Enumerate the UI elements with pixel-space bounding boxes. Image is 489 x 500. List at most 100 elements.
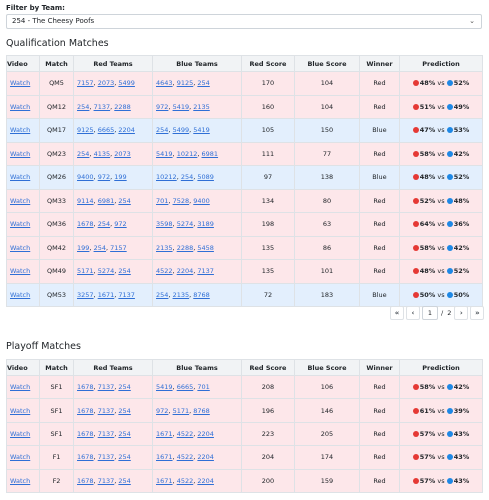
watch-link[interactable]: Watch (10, 476, 31, 485)
team-link[interactable]: 7137 (97, 453, 115, 462)
team-link[interactable]: 6665 (176, 383, 194, 392)
next-page-button[interactable]: › (454, 306, 469, 320)
team-link[interactable]: 7157 (77, 79, 94, 88)
team-link[interactable]: 254 (156, 290, 169, 299)
watch-link[interactable]: Watch (10, 173, 31, 182)
watch-link[interactable]: Watch (10, 243, 31, 252)
team-link[interactable]: 9400 (193, 196, 210, 205)
team-link[interactable]: 1678 (77, 453, 94, 462)
team-link[interactable]: 4522 (176, 453, 194, 462)
team-link[interactable]: 2073 (114, 149, 131, 158)
team-link[interactable]: 1678 (77, 220, 94, 229)
team-link[interactable]: 5419 (193, 126, 210, 135)
team-link[interactable]: 1671 (156, 429, 173, 438)
watch-link[interactable]: Watch (10, 196, 31, 205)
team-link[interactable]: 6981 (201, 149, 219, 158)
team-link[interactable]: 5458 (197, 243, 214, 252)
team-link[interactable]: 9114 (77, 196, 94, 205)
prev-page-button[interactable]: ‹ (406, 306, 420, 320)
team-link[interactable]: 254 (180, 173, 194, 182)
team-link[interactable]: 2288 (114, 102, 131, 111)
watch-link[interactable]: Watch (10, 102, 31, 111)
team-link[interactable]: 254 (77, 149, 90, 158)
team-link[interactable]: 5274 (176, 220, 194, 229)
team-link[interactable]: 4522 (176, 429, 194, 438)
team-link[interactable]: 5274 (97, 267, 115, 276)
team-link[interactable]: 254 (118, 429, 131, 438)
team-link[interactable]: 2204 (197, 453, 214, 462)
team-link[interactable]: 6981 (97, 196, 115, 205)
team-link[interactable]: 701 (197, 383, 210, 392)
team-link[interactable]: 7137 (97, 429, 115, 438)
team-link[interactable]: 5499 (172, 126, 190, 135)
team-link[interactable]: 1678 (77, 429, 94, 438)
team-link[interactable]: 254 (118, 453, 131, 462)
team-link[interactable]: 5171 (77, 267, 94, 276)
team-link[interactable]: 2204 (176, 267, 194, 276)
team-link[interactable]: 7137 (97, 383, 115, 392)
team-link[interactable]: 972 (97, 173, 111, 182)
team-link[interactable]: 254 (118, 383, 131, 392)
watch-link[interactable]: Watch (10, 220, 31, 229)
watch-link[interactable]: Watch (10, 126, 31, 135)
team-link[interactable]: 254 (118, 476, 131, 485)
team-link[interactable]: 7137 (118, 290, 135, 299)
watch-link[interactable]: Watch (10, 290, 31, 299)
team-link[interactable]: 7137 (93, 102, 111, 111)
team-link[interactable]: 7157 (110, 243, 127, 252)
team-link[interactable]: 1671 (156, 476, 173, 485)
team-link[interactable]: 5419 (172, 102, 190, 111)
team-link[interactable]: 1678 (77, 476, 94, 485)
team-link[interactable]: 199 (114, 173, 127, 182)
team-link[interactable]: 254 (77, 102, 90, 111)
watch-link[interactable]: Watch (10, 267, 31, 276)
team-link[interactable]: 254 (118, 406, 131, 415)
team-link[interactable]: 4135 (93, 149, 111, 158)
watch-link[interactable]: Watch (10, 429, 31, 438)
team-link[interactable]: 8768 (193, 290, 210, 299)
team-link[interactable]: 2204 (197, 476, 214, 485)
watch-link[interactable]: Watch (10, 453, 31, 462)
team-link[interactable]: 2073 (97, 79, 115, 88)
team-link[interactable]: 701 (156, 196, 169, 205)
team-link[interactable]: 2135 (193, 102, 210, 111)
team-link[interactable]: 2288 (176, 243, 194, 252)
team-link[interactable]: 2204 (197, 429, 214, 438)
team-link[interactable]: 3189 (197, 220, 214, 229)
last-page-button[interactable]: » (470, 306, 485, 320)
team-link[interactable]: 2135 (172, 290, 190, 299)
team-link[interactable]: 7137 (97, 406, 115, 415)
team-link[interactable]: 3257 (77, 290, 94, 299)
team-link[interactable]: 1678 (77, 406, 94, 415)
team-link[interactable]: 5089 (197, 173, 214, 182)
team-link[interactable]: 199 (77, 243, 90, 252)
watch-link[interactable]: Watch (10, 79, 31, 88)
team-link[interactable]: 972 (156, 406, 169, 415)
team-link[interactable]: 10212 (176, 149, 198, 158)
team-link[interactable]: 5499 (118, 79, 135, 88)
team-link[interactable]: 3598 (156, 220, 173, 229)
team-link[interactable]: 5171 (172, 406, 190, 415)
team-link[interactable]: 1678 (77, 383, 94, 392)
team-link[interactable]: 6665 (97, 126, 115, 135)
watch-link[interactable]: Watch (10, 149, 31, 158)
team-link[interactable]: 9125 (77, 126, 94, 135)
team-link[interactable]: 10212 (156, 173, 177, 182)
team-link[interactable]: 2204 (118, 126, 135, 135)
team-link[interactable]: 8768 (193, 406, 210, 415)
page-number-input[interactable]: 1 (422, 306, 438, 320)
team-link[interactable]: 254 (118, 267, 131, 276)
watch-link[interactable]: Watch (10, 406, 31, 415)
team-link[interactable]: 1671 (97, 290, 115, 299)
team-link[interactable]: 254 (93, 243, 106, 252)
team-link[interactable]: 9125 (176, 79, 194, 88)
team-link[interactable]: 7137 (197, 267, 214, 276)
team-link[interactable]: 5419 (156, 383, 173, 392)
team-link[interactable]: 254 (97, 220, 111, 229)
team-link[interactable]: 2135 (156, 243, 173, 252)
team-link[interactable]: 4522 (156, 267, 173, 276)
team-link[interactable]: 4643 (156, 79, 173, 88)
team-link[interactable]: 254 (156, 126, 169, 135)
team-link[interactable]: 254 (197, 79, 210, 88)
watch-link[interactable]: Watch (10, 383, 31, 392)
